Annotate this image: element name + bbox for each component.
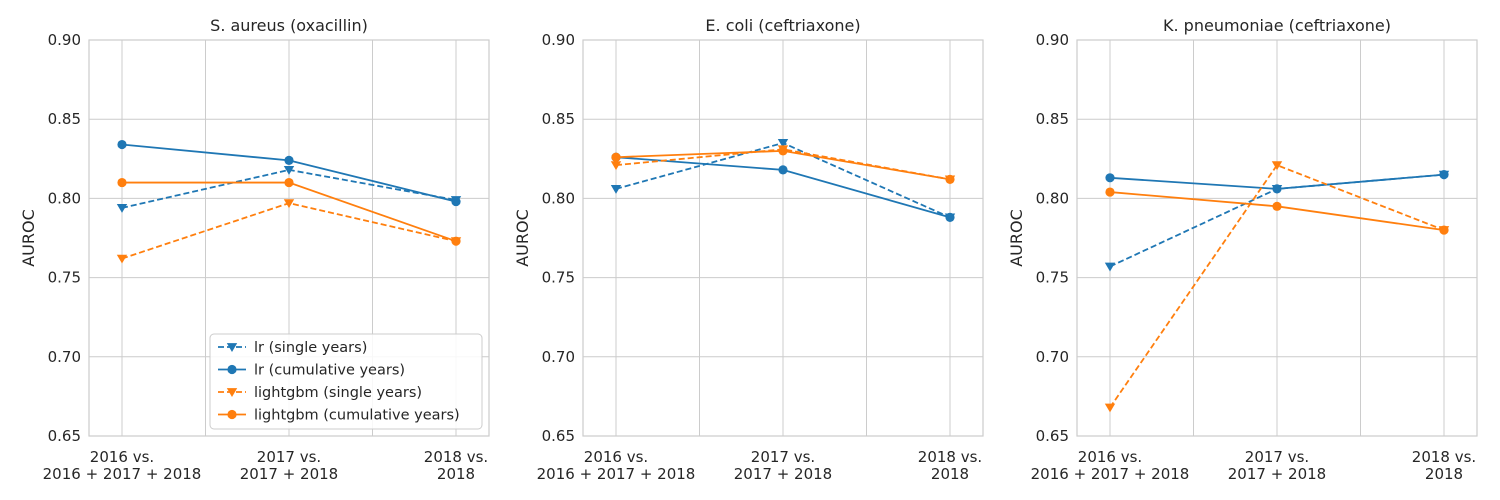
y-axis-label: AUROC [513,209,532,267]
y-tick-label: 0.85 [48,110,81,128]
data-point [284,155,294,165]
data-point [451,236,461,246]
legend-label: lr (single years) [254,340,367,356]
y-tick-label: 0.90 [48,31,81,49]
gridlines [1077,39,1477,437]
y-axis-label: AUROC [1007,209,1026,267]
x-tick-label: 2016 vs. 2016 + 2017 + 2018 [43,448,202,483]
data-point [610,161,622,171]
legend-swatch-marker [227,409,237,420]
y-tick-label: 0.90 [1036,31,1069,49]
y-tick-label: 0.70 [48,348,81,366]
gridlines [583,39,983,437]
y-tick-label: 0.65 [1036,427,1069,445]
y-tick-label: 0.65 [48,427,81,445]
x-tick-label: 2017 vs. 2017 + 2018 [734,448,832,483]
legend-label: lightgbm (cumulative years) [254,408,460,424]
data-point [1105,187,1115,197]
y-tick-label: 0.80 [48,189,81,207]
data-point [778,146,788,156]
data-point [1272,184,1282,194]
plot-frame [582,39,984,437]
data-point [283,199,295,209]
chart-title: S. aureus (oxacillin) [210,16,368,35]
chart-title: E. coli (ceftriaxone) [705,16,860,35]
data-point [116,204,128,213]
y-tick-label: 0.80 [542,189,575,207]
x-tick-label: 2016 vs. 2016 + 2017 + 2018 [1031,448,1190,483]
x-tick-label: 2017 vs. 2017 + 2018 [1228,448,1326,483]
data-point [283,165,295,175]
legend-label: lr (cumulative years) [254,363,405,379]
y-tick-label: 0.65 [542,427,575,445]
y-tick-label: 0.85 [542,110,575,128]
chart-panel-2: E. coli (ceftriaxone) 0.65 0.70 0.75 0.80 0.8… [513,16,984,483]
y-tick-label: 0.80 [1036,189,1069,207]
series-3 [117,177,461,246]
data-point [945,212,955,223]
legend: lr (single years) lr (cumulative years) li… [209,333,483,430]
legend-box [209,333,483,430]
legend-swatch-marker [226,388,238,397]
series-3 [611,146,955,184]
series-1 [117,139,461,207]
data-point [1104,262,1116,272]
y-tick-label: 0.75 [48,269,81,287]
legend-swatch-marker [226,343,238,352]
y-tick-label: 0.85 [1036,110,1069,128]
legend-swatch-marker [227,364,237,375]
chart-panel-1: S. aureus (oxacillin) 0.65 0.70 0.75 0.80 0.8… [19,16,490,483]
x-tick-label: 2018 vs. 2018 [918,448,982,483]
chart-title: K. pneumoniae (ceftriaxone) [1163,16,1391,35]
data-point [777,139,789,148]
data-point [1439,225,1449,235]
series-1 [1105,170,1449,194]
data-point [1105,173,1115,183]
data-point [117,139,127,150]
data-point [1271,161,1283,171]
series-3 [1105,187,1449,235]
data-point [117,177,127,188]
data-point [1272,201,1282,211]
y-axis-label: AUROC [19,209,38,267]
y-tick-label: 0.70 [542,348,575,366]
x-tick-label: 2017 vs. 2017 + 2018 [240,448,338,483]
x-tick-label: 2016 vs. 2016 + 2017 + 2018 [537,448,696,483]
data-point [116,254,128,264]
data-point [610,184,622,194]
data-point [1439,170,1449,180]
chart-panel-3: K. pneumoniae (ceftriaxone) 0.65 0.70 0.75 0… [1007,16,1478,483]
y-tick-label: 0.75 [542,269,575,287]
x-tick-label: 2018 vs. 2018 [424,448,488,483]
data-point [451,196,461,207]
data-point [1104,403,1116,413]
data-point [778,165,788,175]
data-point [284,177,294,188]
plot-frame [1076,39,1478,437]
data-point [945,174,955,184]
data-point [611,152,621,162]
y-tick-label: 0.70 [1036,348,1069,366]
legend-label: lightgbm (single years) [254,385,422,401]
x-tick-label: 2018 vs. 2018 [1412,448,1476,483]
y-tick-label: 0.75 [1036,269,1069,287]
y-tick-label: 0.90 [542,31,575,49]
plot-frame [88,39,490,437]
